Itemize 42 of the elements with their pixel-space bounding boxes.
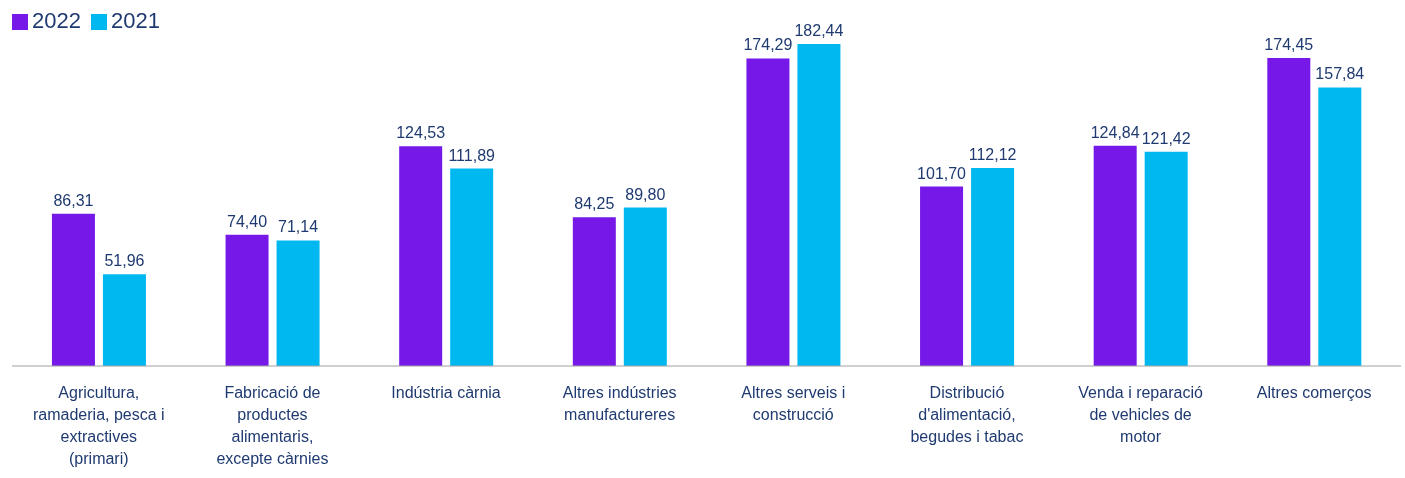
- legend-label: 2021: [110, 8, 160, 33]
- bar: [1318, 87, 1362, 366]
- data-label: 84,25: [574, 195, 615, 213]
- data-label: 174,29: [743, 36, 793, 54]
- x-tick-label: Fabricació de productes alimentaris, excepte càrnies: [216, 384, 329, 467]
- data-label: 174,45: [1264, 36, 1314, 54]
- x-tick-label: Altres indústries manufactureres: [562, 384, 677, 423]
- bar: [920, 186, 964, 366]
- bar: [623, 207, 667, 366]
- data-label: 89,80: [625, 185, 666, 203]
- data-label: 124,84: [1090, 123, 1140, 141]
- bar: [971, 168, 1015, 366]
- data-label: 51,96: [104, 252, 145, 270]
- data-label: 121,42: [1141, 129, 1191, 147]
- bar: [1267, 58, 1311, 366]
- bar: [450, 168, 494, 366]
- bar: [797, 44, 841, 366]
- data-label: 112,12: [968, 146, 1017, 164]
- bar: [276, 240, 320, 366]
- bar: [399, 146, 443, 366]
- bar: [746, 58, 790, 366]
- data-label: 111,89: [448, 146, 496, 164]
- bar: [1093, 145, 1137, 366]
- x-tick-label: Altres serveis i construcció: [741, 384, 846, 423]
- x-tick-label: Altres comerços: [1256, 384, 1372, 401]
- data-label: 124,53: [396, 124, 446, 142]
- data-label: 71,14: [278, 218, 319, 236]
- bar: [51, 213, 95, 366]
- data-label: 86,31: [53, 191, 94, 209]
- data-label: 157,84: [1315, 65, 1365, 83]
- x-tick-label: Venda i reparació de vehicles de motor: [1078, 384, 1203, 445]
- bar: [1144, 151, 1188, 366]
- bar: [225, 234, 269, 366]
- x-tick-label: Indústria càrnia: [391, 384, 501, 401]
- data-label: 74,40: [227, 212, 268, 230]
- x-tick-label: Agricultura, ramaderia, pesca i extractives (primari): [33, 384, 165, 467]
- x-tick-label: Distribució d'alimentació, begudes i tabac: [910, 384, 1024, 445]
- data-label: 182,44: [794, 22, 844, 39]
- bar: [102, 274, 146, 366]
- bar: [572, 217, 616, 366]
- legend-label: 2022: [32, 8, 81, 33]
- data-label: 101,70: [917, 164, 967, 182]
